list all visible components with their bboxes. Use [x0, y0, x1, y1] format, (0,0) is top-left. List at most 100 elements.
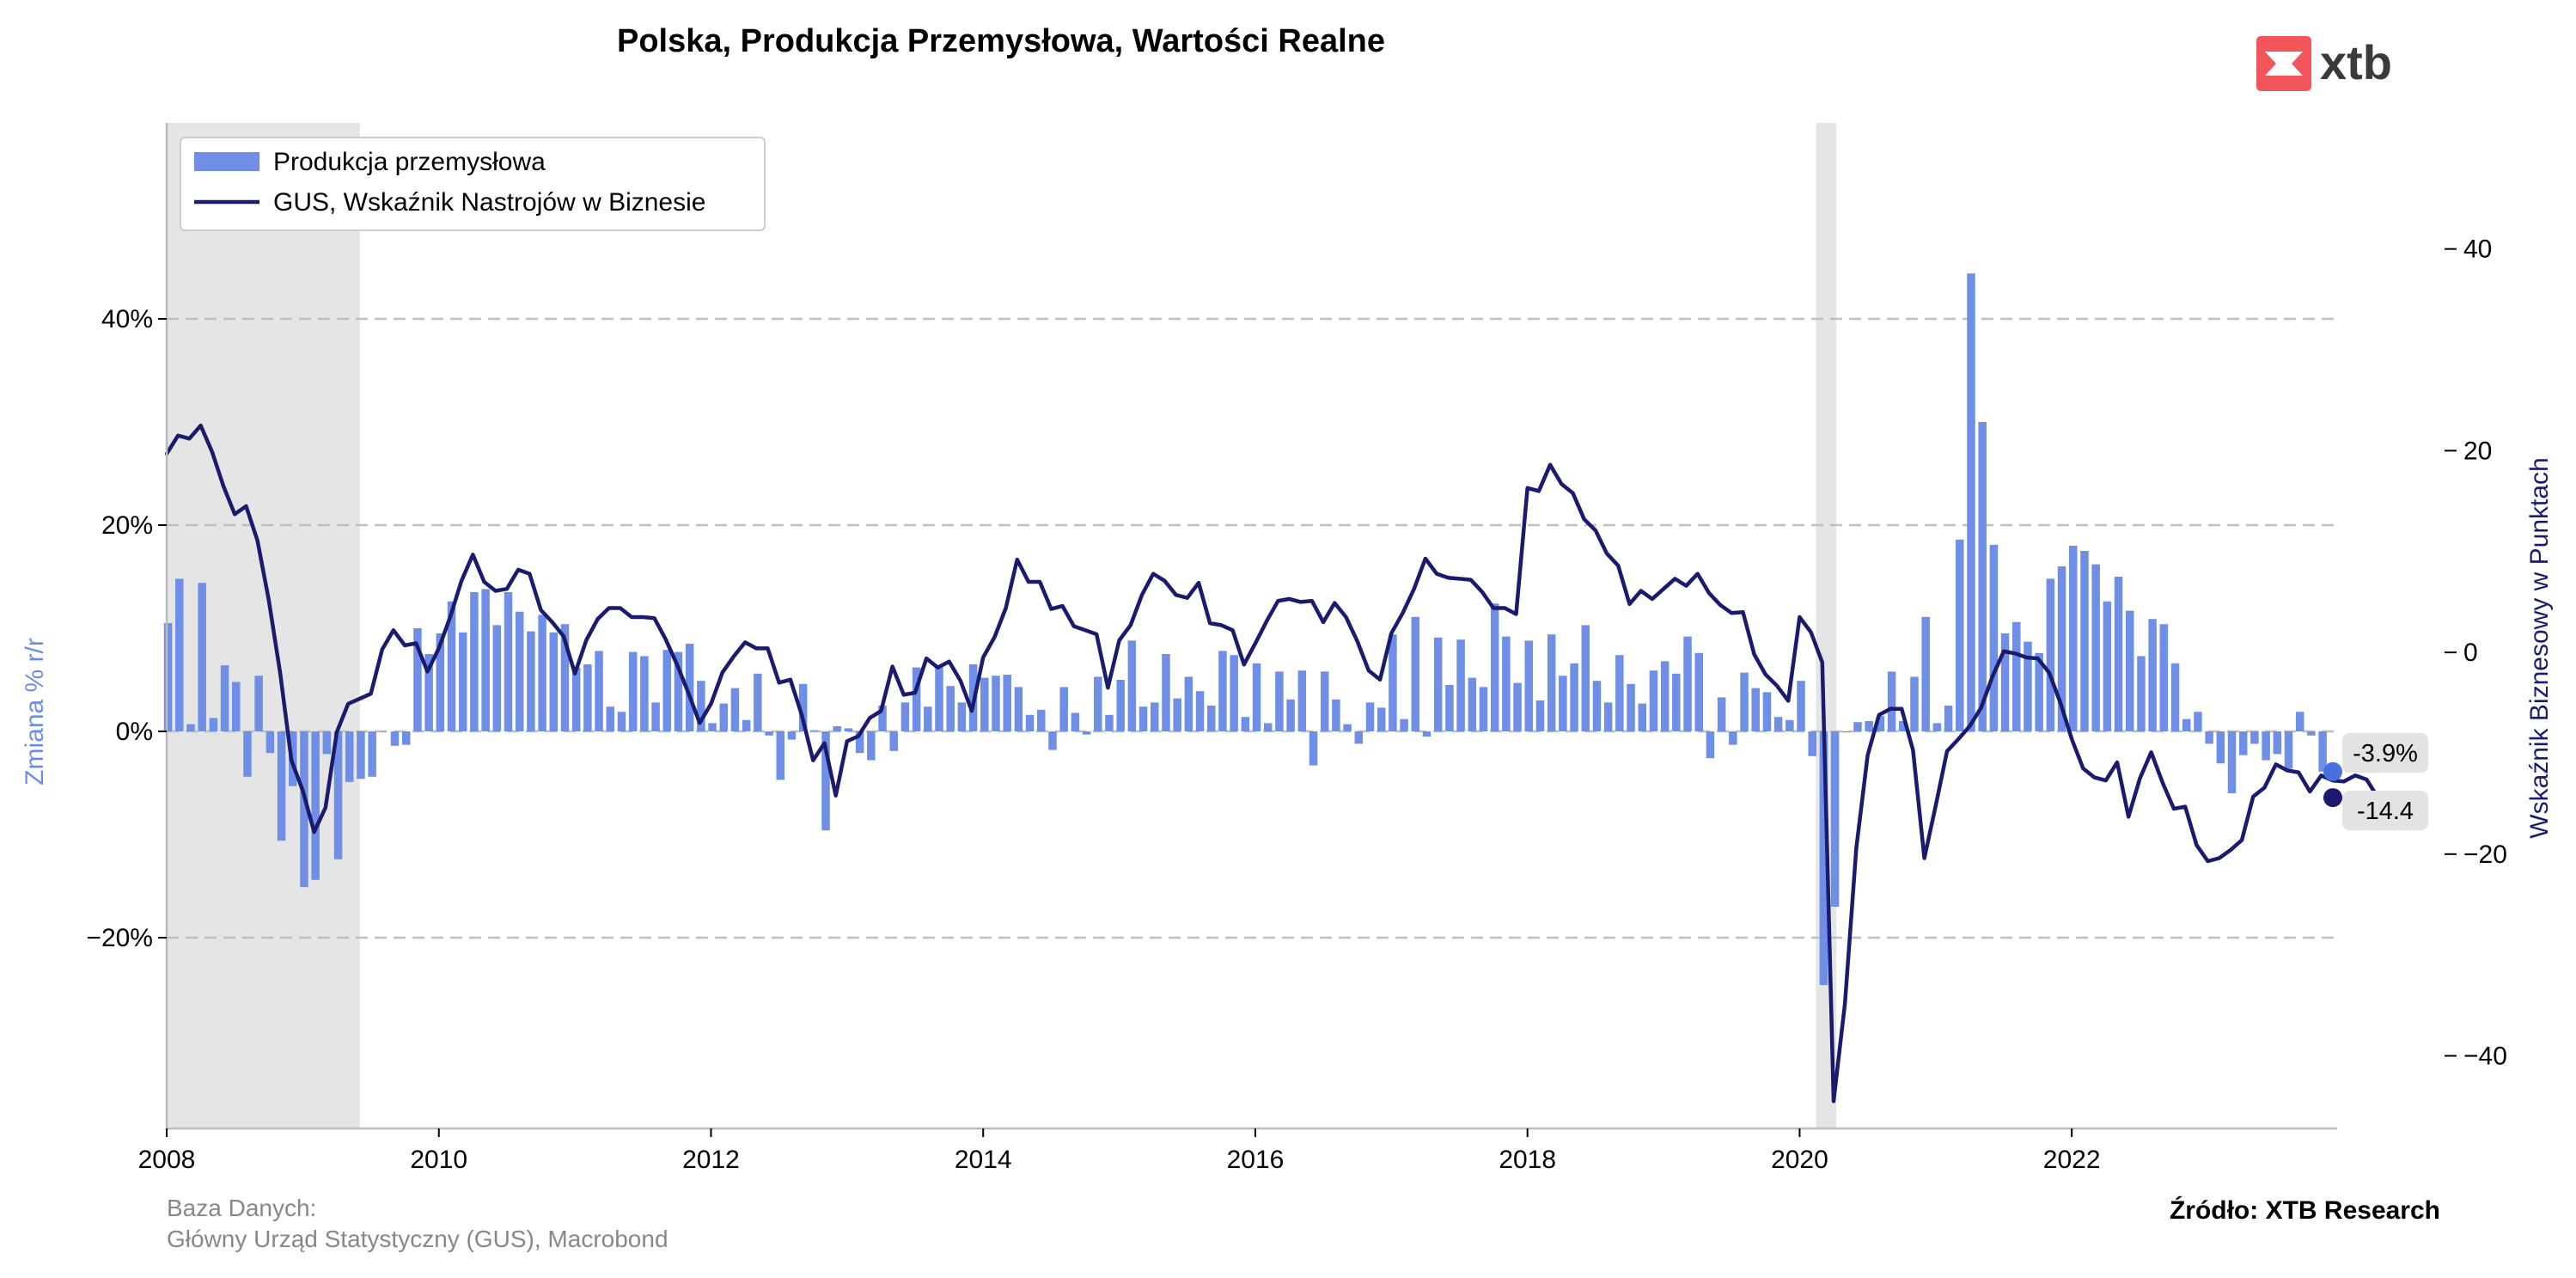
y-right-axis-label: Wskaźnik Biznesowy w Punktach [2525, 457, 2554, 839]
source-database-names: Główny Urząd Statystyczny (GUS), Macrobo… [167, 1226, 668, 1252]
bar-73 [992, 676, 1000, 731]
bar-135 [1694, 652, 1703, 731]
bar-163 [2012, 621, 2021, 731]
bars-series [163, 273, 2327, 986]
bar-181 [2216, 731, 2225, 764]
bar-46 [685, 644, 694, 731]
bar-82 [1094, 676, 1102, 731]
callout-bars-box [2342, 733, 2428, 773]
xtb-logo-x-icon [2265, 52, 2303, 76]
bar-63 [878, 706, 887, 731]
y-right-tick-label-2: 0 [2463, 639, 2478, 667]
bar-68 [935, 667, 943, 731]
bar-155 [1921, 616, 1930, 731]
bar-70 [957, 702, 967, 731]
bar-149 [1853, 722, 1862, 731]
bar-2 [186, 724, 195, 731]
bar-169 [2080, 551, 2089, 731]
bar-65 [900, 702, 910, 731]
bar-85 [1127, 640, 1137, 731]
y-right-tick-label-0: −40 [2463, 1043, 2507, 1071]
bar-33 [538, 615, 546, 731]
bar-177 [2170, 663, 2180, 731]
callout-bars-value: -3.9% [2353, 740, 2418, 767]
bar-52 [754, 673, 762, 731]
bar-100 [1297, 670, 1307, 731]
bar-144 [1797, 681, 1805, 731]
x-tick-label-2: 2012 [682, 1146, 740, 1174]
bar-23 [424, 654, 433, 731]
bar-96 [1252, 663, 1261, 731]
bar-3 [198, 583, 206, 731]
bar-105 [1354, 731, 1364, 744]
bar-9 [266, 731, 275, 754]
bar-31 [515, 611, 524, 731]
bar-39 [606, 706, 615, 731]
bar-56 [798, 683, 808, 731]
bar-160 [1978, 422, 1987, 731]
end-marker-line [2323, 788, 2342, 808]
legend: Produkcja przemysłowa GUS, Wskaźnik Nast… [180, 137, 766, 231]
bar-44 [662, 650, 672, 731]
bar-143 [1785, 719, 1794, 731]
bar-184 [2250, 731, 2259, 744]
bar-108 [1389, 634, 1397, 731]
x-tick-label-0: 2008 [138, 1146, 196, 1174]
bar-34 [549, 632, 559, 731]
bar-40 [617, 712, 626, 731]
bar-41 [628, 651, 638, 731]
bar-190 [2318, 731, 2327, 772]
bar-164 [2024, 641, 2032, 731]
bar-64 [889, 731, 898, 751]
bar-124 [1570, 663, 1578, 731]
bar-138 [1729, 731, 1737, 745]
bar-60 [844, 728, 853, 731]
bar-152 [1887, 671, 1896, 731]
bar-170 [2091, 564, 2100, 731]
bar-186 [2273, 731, 2282, 755]
y-left-ticks: −20% 0% 20% 40% [86, 305, 167, 952]
x-tick-label-4: 2016 [1227, 1146, 1285, 1174]
end-marker-bars [2323, 761, 2342, 781]
bar-139 [1740, 672, 1749, 731]
bar-175 [2148, 619, 2157, 731]
bar-161 [1989, 544, 1999, 731]
bar-109 [1400, 718, 1408, 731]
axes [165, 123, 2337, 1130]
bar-176 [2159, 624, 2169, 731]
y-right-tick-label-4: 40 [2463, 235, 2492, 264]
bar-120 [1524, 640, 1534, 731]
bar-18 [368, 731, 376, 777]
bar-147 [1830, 731, 1840, 907]
bar-162 [2000, 633, 2010, 731]
bar-98 [1275, 671, 1284, 731]
bar-126 [1592, 681, 1602, 731]
bar-172 [2114, 577, 2123, 731]
bar-50 [730, 688, 740, 731]
bar-168 [2069, 546, 2078, 731]
bar-99 [1286, 699, 1295, 731]
xtb-logo: xtb [2256, 35, 2392, 91]
bar-88 [1162, 654, 1170, 731]
bar-185 [2262, 731, 2270, 761]
bar-112 [1433, 637, 1443, 731]
bar-51 [742, 719, 751, 731]
bar-29 [492, 625, 502, 731]
bar-80 [1071, 712, 1080, 731]
bar-59 [833, 726, 841, 731]
bar-78 [1048, 731, 1057, 750]
bar-97 [1263, 723, 1273, 731]
y-left-axis-label: Zmiana % r/r [21, 638, 49, 786]
bar-45 [674, 651, 683, 731]
x-tick-label-3: 2014 [955, 1146, 1012, 1174]
bar-151 [1876, 716, 1885, 731]
line-series-gus-sentiment [164, 423, 2380, 1104]
bar-10 [277, 731, 286, 841]
bar-58 [821, 731, 830, 831]
x-tick-label-6: 2020 [1771, 1146, 1828, 1174]
bar-53 [765, 731, 773, 736]
bar-188 [2295, 712, 2304, 731]
grid-lines [167, 317, 2337, 939]
bar-22 [413, 628, 422, 731]
shaded-period-0 [167, 123, 360, 1128]
